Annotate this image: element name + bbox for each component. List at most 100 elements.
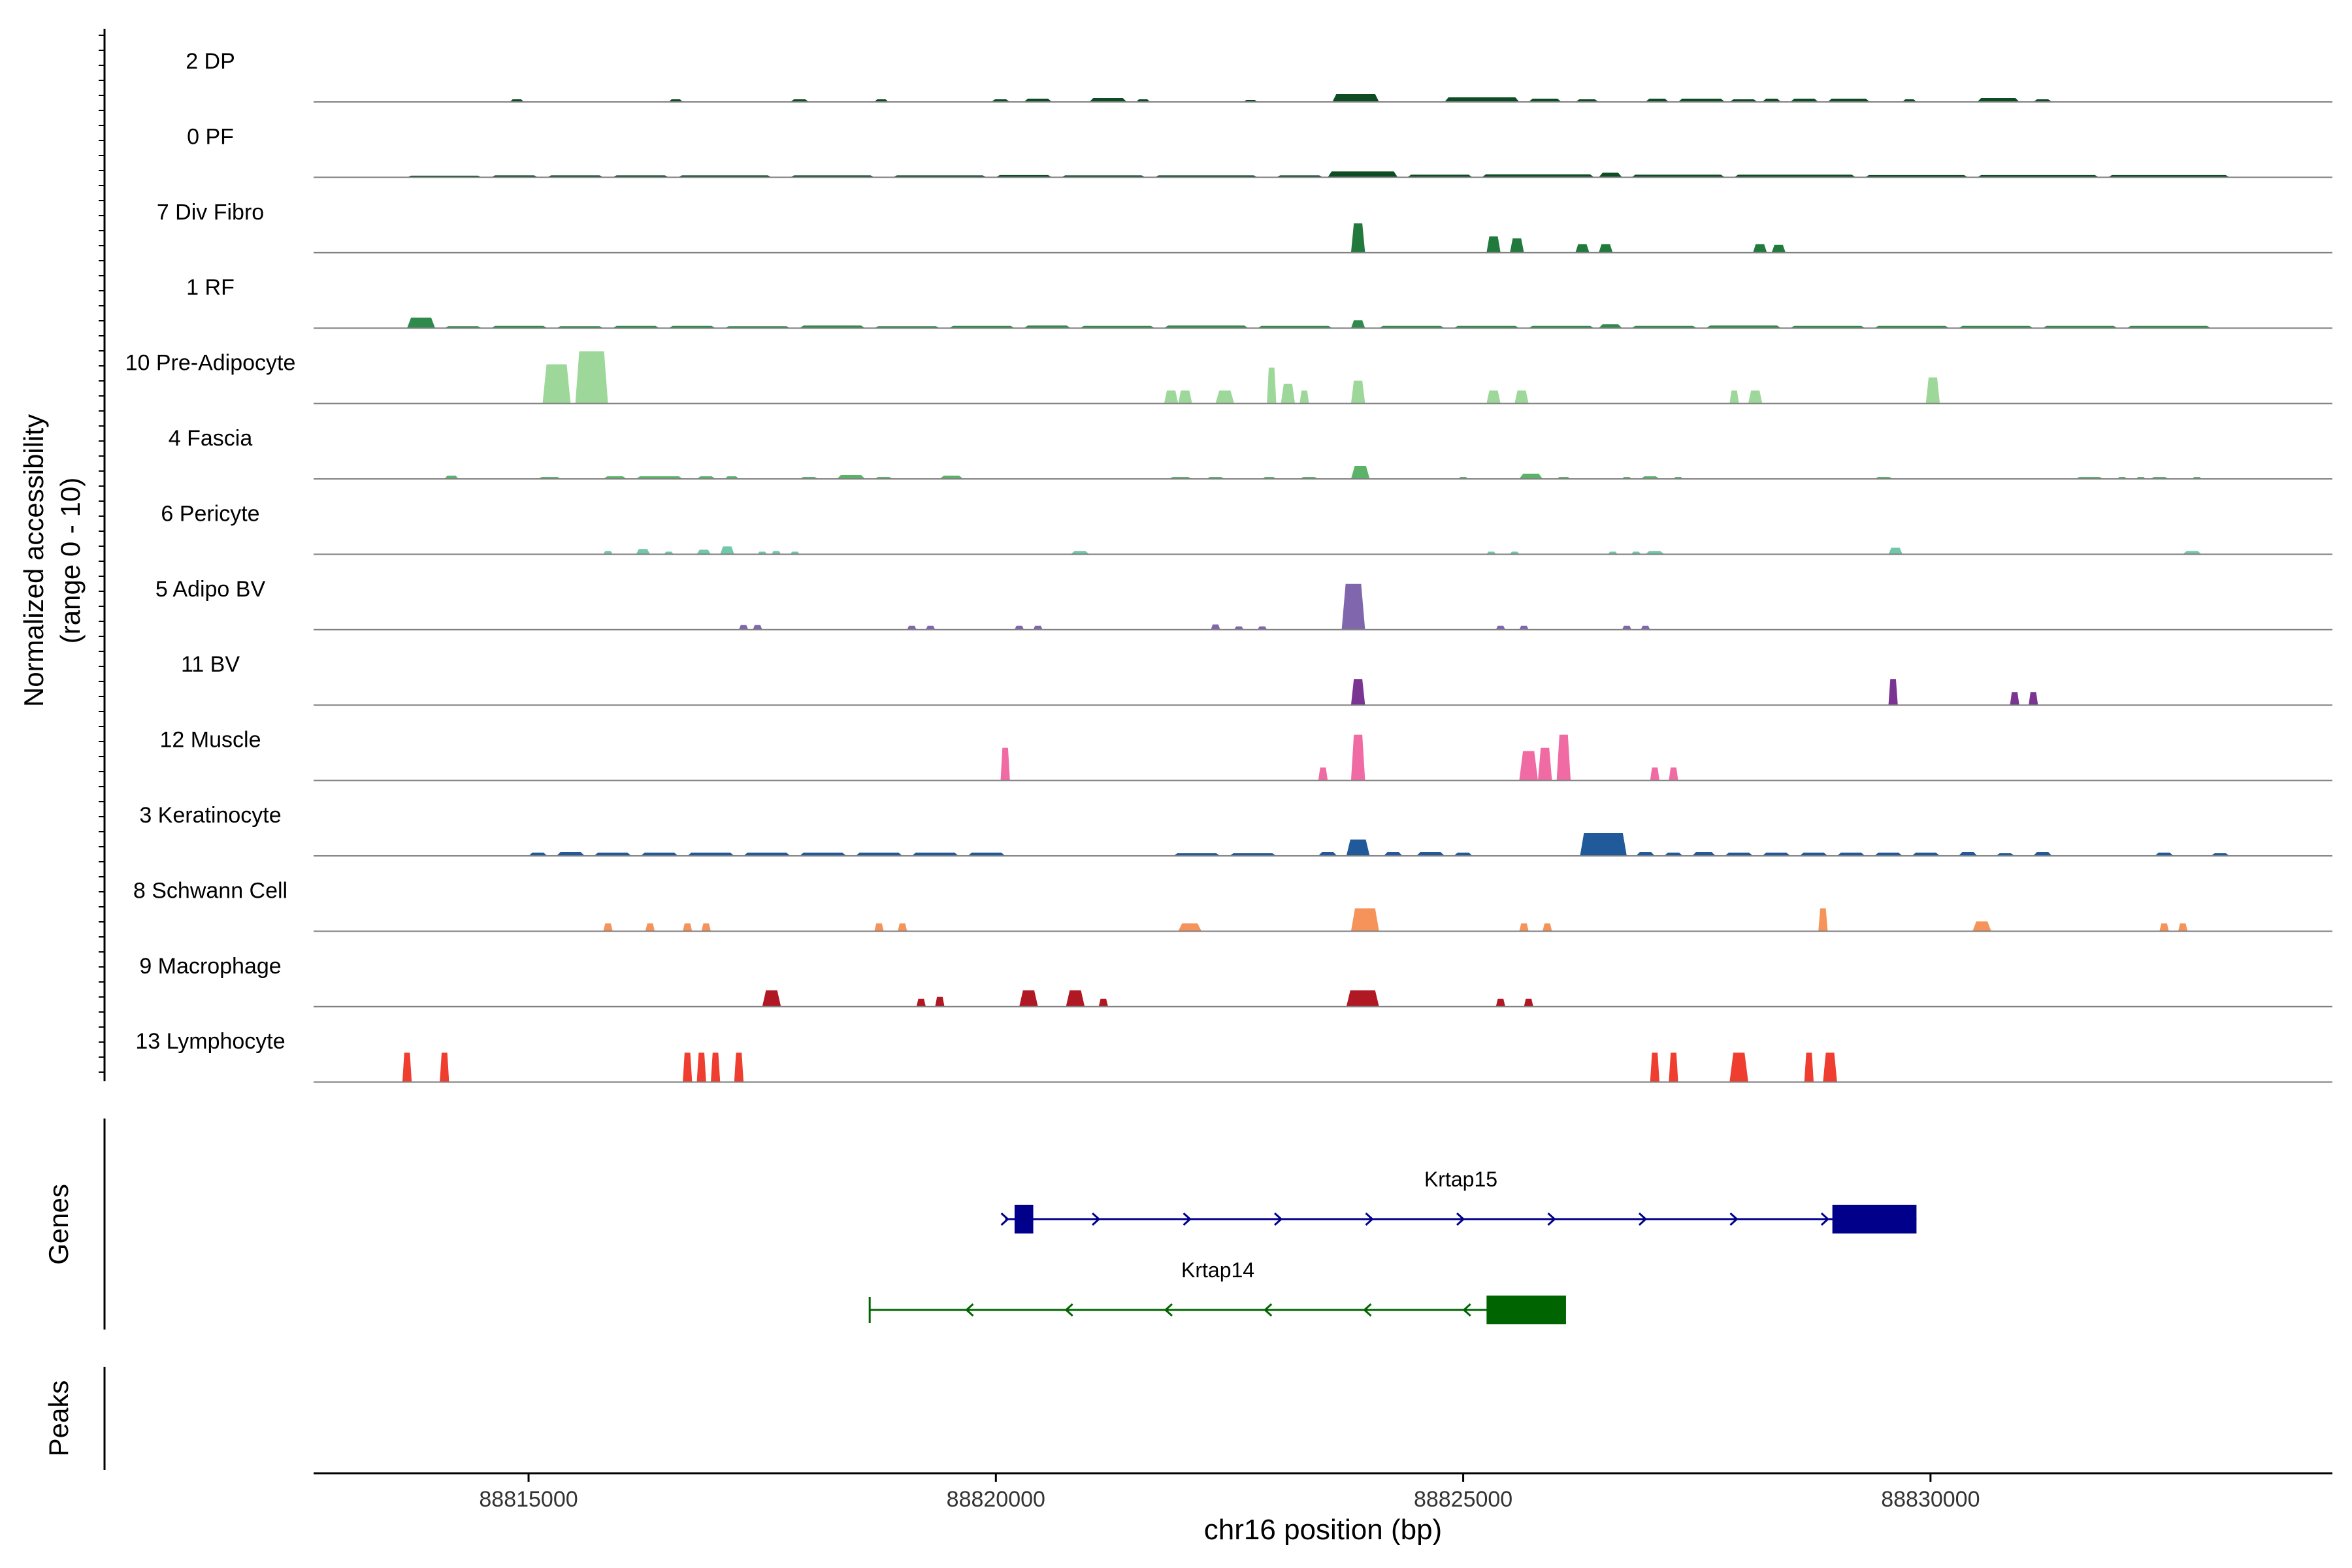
strand-arrow bbox=[1000, 1212, 1009, 1226]
accessibility-peak bbox=[1454, 853, 1473, 856]
accessibility-peak bbox=[753, 625, 762, 630]
accessibility-peak bbox=[1519, 625, 1529, 630]
accessibility-peak bbox=[402, 1053, 412, 1083]
accessibility-peak bbox=[1318, 852, 1337, 856]
track-label: 7 Div Fibro bbox=[157, 200, 264, 225]
accessibility-peak bbox=[1267, 367, 1277, 404]
strand-arrow bbox=[1363, 1303, 1372, 1317]
accessibility-peak bbox=[1669, 1053, 1678, 1083]
accessibility-peak bbox=[603, 923, 613, 932]
accessibility-peak bbox=[1014, 625, 1024, 630]
strand-arrow bbox=[1456, 1212, 1465, 1226]
accessibility-peak bbox=[2183, 551, 2202, 555]
accessibility-peak bbox=[1384, 852, 1403, 856]
accessibility-peak bbox=[916, 998, 926, 1007]
accessibility-peak bbox=[1636, 852, 1655, 856]
accessibility-peak bbox=[1341, 583, 1365, 630]
accessibility-peak bbox=[1346, 990, 1379, 1007]
accessibility-peak bbox=[1066, 990, 1085, 1007]
exon bbox=[1014, 1205, 1034, 1233]
accessibility-peak bbox=[1538, 747, 1552, 781]
x-tick-label: 88825000 bbox=[1414, 1487, 1512, 1512]
accessibility-peak bbox=[1641, 625, 1650, 630]
strand-arrow bbox=[1263, 1303, 1273, 1317]
coverage-y-axis bbox=[99, 29, 106, 1081]
accessibility-peak bbox=[1510, 238, 1524, 253]
track-label: 6 Pericyte bbox=[161, 501, 259, 526]
accessibility-peak bbox=[1070, 551, 1090, 555]
strand-arrow bbox=[1729, 1212, 1739, 1226]
accessibility-peak bbox=[1178, 390, 1192, 404]
strand-arrow bbox=[1820, 1212, 1830, 1226]
strand-arrow bbox=[965, 1303, 974, 1317]
y-axis-label-line1: Normalized accessibility bbox=[18, 414, 49, 707]
accessibility-peak bbox=[594, 853, 632, 856]
track-5-adipo-bv: 5 Adipo BV bbox=[155, 577, 2332, 630]
track-10-pre-adipocyte: 10 Pre-Adipocyte bbox=[125, 351, 2332, 404]
accessibility-peak bbox=[1729, 390, 1739, 404]
track-0-pf: 0 PF bbox=[187, 124, 2332, 178]
accessibility-peak bbox=[1599, 244, 1613, 253]
strand-arrow bbox=[1462, 1303, 1471, 1317]
accessibility-peak bbox=[687, 853, 734, 856]
accessibility-peak bbox=[2159, 923, 2169, 932]
accessibility-peak bbox=[696, 549, 711, 555]
accessibility-peak bbox=[939, 476, 964, 479]
accessibility-peak bbox=[1164, 390, 1179, 404]
accessibility-peak bbox=[874, 923, 884, 932]
accessibility-peak bbox=[762, 990, 781, 1007]
accessibility-peak bbox=[529, 853, 547, 856]
gene-krtap15: Krtap15 bbox=[1000, 1168, 1917, 1233]
accessibility-peak bbox=[1234, 626, 1244, 630]
accessibility-peak bbox=[1650, 1053, 1659, 1083]
accessibility-peak bbox=[1486, 236, 1501, 253]
gene-name-label: Krtap14 bbox=[1181, 1258, 1254, 1282]
strand-arrow bbox=[1092, 1212, 1101, 1226]
accessibility-peak bbox=[837, 475, 865, 479]
accessibility-peak bbox=[1622, 625, 1632, 630]
accessibility-peak bbox=[1486, 390, 1501, 404]
accessibility-peak bbox=[1098, 998, 1108, 1007]
genes-section-label: Genes bbox=[43, 1184, 74, 1265]
accessibility-peak bbox=[1350, 734, 1365, 781]
track-label: 0 PF bbox=[187, 124, 234, 149]
accessibility-peak bbox=[603, 551, 613, 555]
accessibility-peak bbox=[701, 923, 711, 932]
accessibility-peak bbox=[734, 1053, 744, 1083]
accessibility-peak bbox=[711, 1053, 721, 1083]
strand-arrow bbox=[1547, 1212, 1556, 1226]
accessibility-peak bbox=[1495, 625, 1505, 630]
accessibility-peak bbox=[1575, 244, 1590, 253]
gene-krtap14: Krtap14 bbox=[868, 1258, 1566, 1324]
accessibility-peak bbox=[1528, 99, 1561, 102]
accessibility-peak bbox=[1211, 624, 1220, 630]
track-12-muscle: 12 Muscle bbox=[160, 728, 2332, 781]
track-label: 1 RF bbox=[186, 275, 235, 300]
accessibility-peak bbox=[1925, 377, 1940, 404]
accessibility-peak bbox=[1753, 244, 1767, 253]
accessibility-peak bbox=[1543, 923, 1552, 932]
y-axis-label-line2: (range 0 - 10) bbox=[55, 478, 86, 644]
accessibility-peak bbox=[898, 923, 907, 932]
accessibility-peak bbox=[1977, 98, 2019, 102]
accessibility-peak bbox=[1350, 908, 1379, 932]
accessibility-peak bbox=[1664, 853, 1683, 856]
accessibility-peak bbox=[1514, 390, 1529, 404]
track-label: 10 Pre-Adipocyte bbox=[125, 351, 296, 376]
accessibility-peak bbox=[542, 364, 571, 404]
track-label: 4 Fascia bbox=[169, 426, 253, 451]
accessibility-peak bbox=[683, 923, 693, 932]
accessibility-peak bbox=[440, 1053, 449, 1083]
accessibility-peak bbox=[1888, 547, 1903, 555]
accessibility-peak bbox=[1771, 244, 1786, 253]
accessibility-peak bbox=[1762, 99, 1781, 102]
accessibility-peak bbox=[407, 318, 435, 329]
accessibility-peak bbox=[1599, 324, 1622, 329]
track-6-pericyte: 6 Pericyte bbox=[161, 501, 2332, 555]
accessibility-peak bbox=[1299, 390, 1309, 404]
accessibility-peak bbox=[1725, 853, 1754, 856]
accessibility-peak bbox=[1482, 174, 1594, 178]
accessibility-peak bbox=[1837, 853, 1865, 856]
x-tick-label: 88820000 bbox=[947, 1487, 1045, 1512]
